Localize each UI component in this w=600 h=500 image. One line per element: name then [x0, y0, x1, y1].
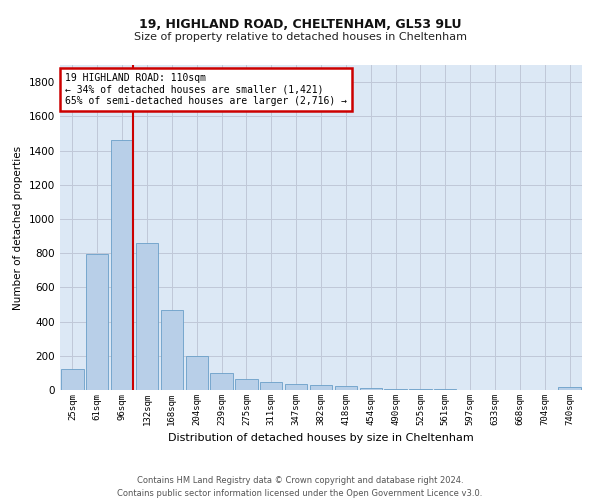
- Bar: [235, 379, 257, 390]
- Bar: [310, 385, 332, 390]
- Bar: [61, 370, 83, 390]
- Bar: [285, 384, 307, 390]
- Text: 19 HIGHLAND ROAD: 110sqm
← 34% of detached houses are smaller (1,421)
65% of sem: 19 HIGHLAND ROAD: 110sqm ← 34% of detach…: [65, 73, 347, 106]
- Bar: [260, 382, 283, 390]
- Bar: [136, 243, 158, 390]
- Bar: [559, 388, 581, 390]
- Bar: [211, 373, 233, 390]
- Bar: [335, 386, 357, 390]
- Bar: [409, 389, 431, 390]
- Text: Contains HM Land Registry data © Crown copyright and database right 2024.
Contai: Contains HM Land Registry data © Crown c…: [118, 476, 482, 498]
- Y-axis label: Number of detached properties: Number of detached properties: [13, 146, 23, 310]
- Bar: [385, 389, 407, 390]
- Bar: [185, 356, 208, 390]
- Bar: [111, 140, 133, 390]
- Text: Size of property relative to detached houses in Cheltenham: Size of property relative to detached ho…: [133, 32, 467, 42]
- Bar: [86, 254, 109, 390]
- Text: 19, HIGHLAND ROAD, CHELTENHAM, GL53 9LU: 19, HIGHLAND ROAD, CHELTENHAM, GL53 9LU: [139, 18, 461, 30]
- Bar: [161, 310, 183, 390]
- X-axis label: Distribution of detached houses by size in Cheltenham: Distribution of detached houses by size …: [168, 434, 474, 444]
- Bar: [359, 388, 382, 390]
